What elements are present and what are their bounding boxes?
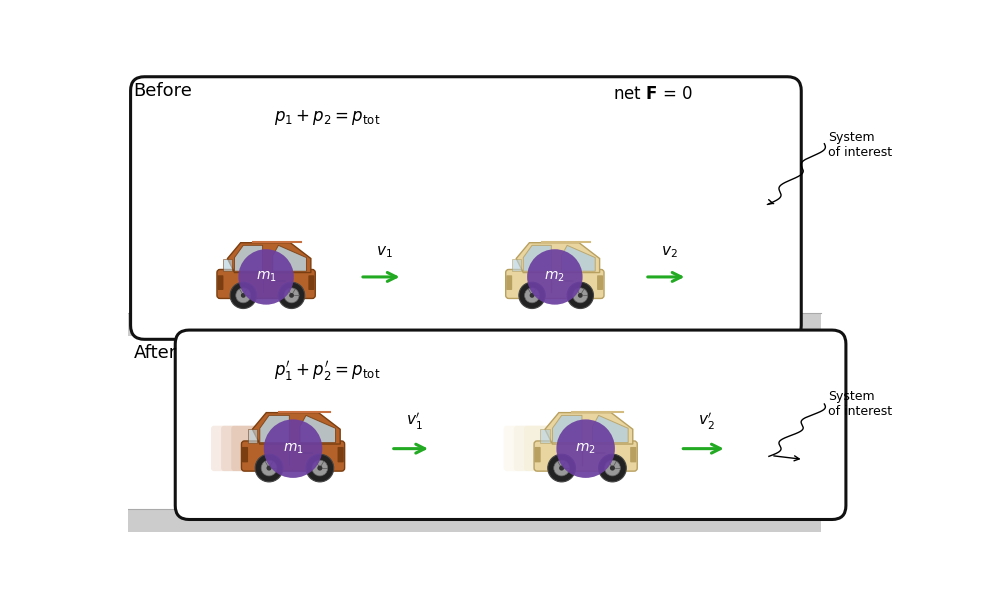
FancyBboxPatch shape bbox=[514, 426, 617, 471]
Circle shape bbox=[548, 454, 575, 482]
Circle shape bbox=[255, 454, 283, 482]
Polygon shape bbox=[523, 245, 551, 271]
Circle shape bbox=[525, 288, 539, 303]
Circle shape bbox=[610, 466, 615, 471]
Polygon shape bbox=[512, 258, 521, 271]
Circle shape bbox=[317, 466, 322, 471]
Text: $m_1$: $m_1$ bbox=[256, 270, 276, 284]
Circle shape bbox=[556, 419, 615, 478]
FancyBboxPatch shape bbox=[338, 447, 344, 462]
FancyBboxPatch shape bbox=[217, 275, 223, 290]
Text: System
of interest: System of interest bbox=[828, 390, 892, 418]
FancyBboxPatch shape bbox=[241, 441, 345, 471]
Polygon shape bbox=[545, 413, 633, 444]
Circle shape bbox=[605, 460, 620, 476]
Circle shape bbox=[264, 419, 322, 478]
Polygon shape bbox=[223, 258, 232, 271]
Circle shape bbox=[278, 282, 305, 308]
Polygon shape bbox=[252, 413, 340, 444]
Circle shape bbox=[573, 288, 588, 303]
Polygon shape bbox=[260, 415, 289, 443]
Circle shape bbox=[241, 293, 246, 297]
FancyBboxPatch shape bbox=[242, 447, 248, 462]
FancyBboxPatch shape bbox=[597, 275, 603, 290]
Circle shape bbox=[284, 288, 299, 303]
Circle shape bbox=[519, 282, 545, 308]
FancyBboxPatch shape bbox=[534, 441, 637, 471]
Circle shape bbox=[312, 460, 328, 476]
Circle shape bbox=[567, 282, 593, 308]
Circle shape bbox=[578, 293, 583, 297]
Circle shape bbox=[266, 466, 272, 471]
Bar bbox=[128, 508, 820, 532]
FancyBboxPatch shape bbox=[535, 447, 541, 462]
Text: $p_1 + p_2 = p_{\mathrm{tot}}$: $p_1 + p_2 = p_{\mathrm{tot}}$ bbox=[274, 108, 380, 127]
FancyBboxPatch shape bbox=[231, 426, 334, 471]
Circle shape bbox=[306, 454, 334, 482]
Circle shape bbox=[599, 454, 626, 482]
Text: $v_2'$: $v_2'$ bbox=[698, 410, 715, 432]
Text: System
of interest: System of interest bbox=[828, 130, 892, 159]
FancyBboxPatch shape bbox=[504, 426, 607, 471]
Text: After: After bbox=[134, 344, 177, 362]
FancyBboxPatch shape bbox=[175, 330, 846, 519]
Text: $v_2$: $v_2$ bbox=[661, 244, 678, 260]
Circle shape bbox=[230, 282, 256, 308]
FancyBboxPatch shape bbox=[308, 275, 314, 290]
Circle shape bbox=[289, 293, 294, 297]
Polygon shape bbox=[248, 429, 257, 443]
Circle shape bbox=[554, 460, 569, 476]
Polygon shape bbox=[273, 245, 306, 271]
FancyBboxPatch shape bbox=[217, 269, 315, 299]
Text: $m_2$: $m_2$ bbox=[544, 270, 565, 284]
FancyBboxPatch shape bbox=[630, 447, 636, 462]
FancyBboxPatch shape bbox=[506, 275, 512, 290]
Polygon shape bbox=[593, 415, 628, 443]
Text: $m_1$: $m_1$ bbox=[283, 442, 303, 456]
Circle shape bbox=[530, 293, 534, 297]
Circle shape bbox=[559, 466, 564, 471]
FancyBboxPatch shape bbox=[506, 269, 604, 299]
Circle shape bbox=[238, 249, 294, 305]
Bar bbox=[128, 313, 820, 336]
Polygon shape bbox=[227, 243, 311, 272]
Polygon shape bbox=[540, 429, 550, 443]
FancyBboxPatch shape bbox=[211, 426, 314, 471]
Polygon shape bbox=[234, 245, 263, 271]
Text: $m_2$: $m_2$ bbox=[575, 442, 596, 456]
Text: Before: Before bbox=[134, 82, 193, 100]
Polygon shape bbox=[552, 415, 582, 443]
Polygon shape bbox=[561, 245, 595, 271]
Text: $v_1'$: $v_1'$ bbox=[406, 410, 422, 432]
FancyBboxPatch shape bbox=[131, 77, 801, 340]
Circle shape bbox=[261, 460, 277, 476]
Circle shape bbox=[236, 288, 251, 303]
FancyBboxPatch shape bbox=[524, 426, 627, 471]
Text: net $\mathbf{F}$ = 0: net $\mathbf{F}$ = 0 bbox=[613, 85, 692, 103]
Polygon shape bbox=[300, 415, 336, 443]
FancyBboxPatch shape bbox=[221, 426, 324, 471]
Circle shape bbox=[527, 249, 583, 305]
Polygon shape bbox=[516, 243, 600, 272]
Text: $p_1' + p_2' = p_{\mathrm{tot}}$: $p_1' + p_2' = p_{\mathrm{tot}}$ bbox=[274, 359, 380, 383]
Text: $v_1$: $v_1$ bbox=[376, 244, 393, 260]
